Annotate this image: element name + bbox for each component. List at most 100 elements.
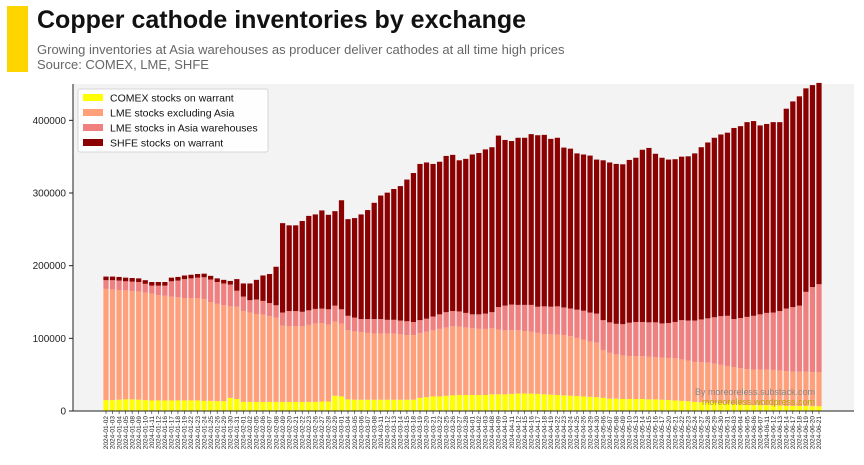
x-tick-label: 2024-06-12: [770, 416, 777, 450]
x-tick-label: 2024-04-16: [528, 416, 535, 450]
bar-shfe-2024-06-17: [790, 101, 796, 308]
x-tick-label: 2024-04-30: [594, 416, 601, 450]
x-tick-label: 2024-04-22: [555, 416, 562, 450]
bar-lme-asia-2024-03-11: [378, 319, 384, 334]
x-tick-label: 2024-02-06: [260, 416, 267, 450]
bar-lme-ex-asia-2024-05-29: [711, 363, 717, 404]
bar-comex-2024-04-10: [502, 394, 508, 411]
bar-lme-ex-asia-2024-01-23: [194, 298, 201, 401]
bar-lme-asia-2024-05-20: [665, 323, 672, 358]
bar-comex-2024-01-05: [123, 399, 129, 411]
bar-lme-ex-asia-2024-01-29: [221, 305, 227, 402]
bar-comex-2024-05-23: [685, 401, 691, 411]
bar-shfe-2024-06-06: [750, 121, 757, 316]
bar-comex-2024-04-30: [593, 397, 600, 411]
bar-lme-asia-2024-05-14: [639, 321, 645, 357]
bar-lme-ex-asia-2024-01-26: [214, 303, 220, 402]
bar-lme-asia-2024-01-09: [136, 282, 142, 292]
bar-comex-2024-06-20: [809, 406, 816, 411]
bar-lme-asia-2024-03-12: [384, 319, 390, 334]
x-tick-label: 2024-03-12: [384, 416, 391, 450]
x-tick-label: 2024-03-18: [411, 416, 418, 450]
x-tick-label: 2024-05-16: [653, 416, 660, 450]
bar-comex-2024-03-26: [450, 395, 456, 411]
bar-lme-asia-2024-02-28: [325, 309, 332, 325]
x-tick-label: 2024-02-21: [293, 416, 300, 450]
bar-shfe-2024-02-06: [260, 275, 266, 301]
x-tick-label: 2024-05-09: [620, 416, 627, 450]
bar-comex-2024-04-02: [476, 395, 482, 411]
x-tick-label: 2024-03-26: [450, 416, 457, 450]
bar-comex-2024-01-08: [129, 399, 135, 411]
bar-lme-asia-2024-02-07: [266, 303, 273, 317]
x-tick-label: 2024-01-05: [123, 416, 130, 450]
x-tick-label: 2024-06-21: [816, 416, 823, 450]
bar-comex-2024-03-22: [436, 396, 443, 411]
bar-shfe-2024-05-10: [626, 159, 632, 323]
bar-lme-asia-2024-04-22: [554, 306, 560, 335]
bar-lme-asia-2024-01-30: [227, 284, 233, 307]
bar-comex-2024-01-10: [142, 400, 148, 411]
x-tick-label: 2024-05-15: [646, 416, 653, 450]
y-tick-label: 400000: [33, 116, 67, 127]
bar-shfe-2024-06-11: [764, 123, 770, 313]
bar-comex-2024-05-17: [659, 399, 665, 411]
bar-shfe-2024-01-02: [103, 276, 109, 281]
x-tick-label: 2024-04-09: [496, 416, 503, 450]
bar-lme-asia-2024-06-13: [777, 311, 783, 371]
bar-lme-asia-2024-02-02: [247, 300, 253, 313]
bar-comex-2024-01-04: [116, 399, 122, 411]
bar-comex-2024-02-21: [293, 401, 299, 411]
bar-lme-ex-asia-2024-04-12: [515, 330, 521, 394]
x-tick-label: 2024-05-14: [640, 416, 647, 450]
x-tick-label: 2024-05-24: [692, 416, 699, 450]
bar-lme-asia-2024-03-04: [345, 315, 351, 331]
bar-shfe-2024-01-26: [214, 278, 220, 283]
x-tick-label: 2024-03-06: [358, 416, 365, 450]
bar-lme-asia-2024-01-12: [155, 285, 161, 296]
bar-lme-ex-asia-2024-03-06: [358, 332, 364, 400]
bar-lme-ex-asia-2024-03-20: [423, 331, 430, 398]
bar-lme-ex-asia-2024-05-08: [613, 354, 619, 399]
bar-shfe-2024-01-16: [162, 282, 168, 286]
bar-comex-2024-02-05: [253, 401, 260, 411]
bar-comex-2024-05-16: [652, 399, 659, 411]
bar-comex-2024-05-07: [607, 398, 613, 411]
bar-shfe-2024-02-21: [293, 225, 299, 312]
bar-shfe-2024-02-02: [247, 283, 253, 301]
x-tick-label: 2024-01-11: [149, 416, 156, 449]
bar-lme-ex-asia-2024-02-02: [247, 312, 253, 402]
bar-lme-asia-2024-05-24: [692, 320, 698, 362]
x-tick-label: 2024-05-06: [600, 416, 607, 450]
legend-swatch-lme-asia: [83, 124, 103, 131]
bar-lme-asia-2024-03-01: [338, 309, 345, 324]
bar-shfe-2024-03-07: [365, 210, 371, 320]
bar-lme-ex-asia-2024-05-14: [639, 356, 645, 400]
bar-lme-asia-2024-01-05: [123, 281, 129, 291]
bar-comex-2024-01-26: [214, 401, 220, 411]
bar-comex-2024-02-29: [332, 395, 338, 411]
bar-comex-2024-02-22: [299, 401, 305, 411]
bar-lme-asia-2024-05-27: [698, 319, 704, 363]
x-tick-label: 2024-05-07: [607, 416, 614, 450]
bar-lme-asia-2024-04-01: [469, 314, 475, 329]
bar-shfe-2024-05-13: [633, 157, 639, 322]
bar-lme-asia-2024-02-01: [240, 296, 246, 312]
bar-shfe-2024-04-29: [587, 155, 593, 313]
bar-lme-ex-asia-2024-05-16: [652, 357, 659, 400]
bar-lme-asia-2024-02-26: [312, 308, 318, 324]
bar-shfe-2024-02-28: [325, 214, 332, 310]
bar-lme-asia-2024-05-29: [711, 317, 717, 364]
bar-lme-ex-asia-2024-02-22: [299, 326, 305, 402]
x-tick-label: 2024-04-15: [522, 416, 529, 450]
x-tick-label: 2024-04-03: [483, 416, 490, 450]
bar-lme-ex-asia-2024-06-06: [750, 369, 757, 406]
x-tick-label: 2024-06-13: [777, 416, 784, 450]
bar-lme-ex-asia-2024-01-05: [123, 290, 129, 400]
bar-shfe-2024-03-04: [345, 219, 351, 316]
legend-label-shfe: SHFE stocks on warrant: [110, 138, 223, 150]
x-tick-label: 2024-01-09: [136, 416, 143, 450]
bar-shfe-2024-02-01: [240, 283, 246, 297]
legend-label-lme-asia: LME stocks in Asia warehouses: [110, 123, 258, 135]
